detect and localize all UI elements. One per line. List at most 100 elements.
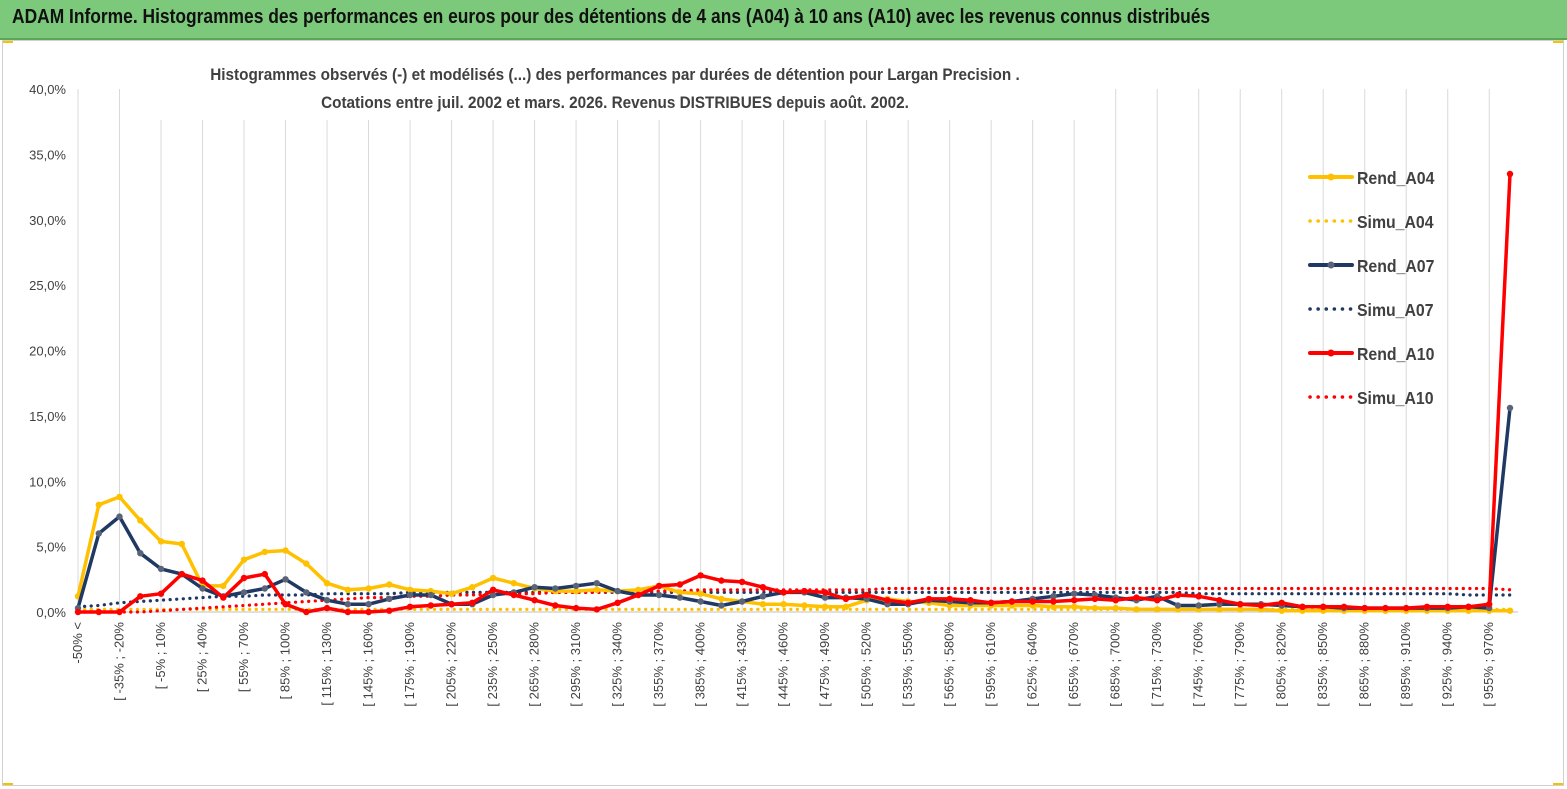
data-point	[1174, 602, 1182, 609]
data-point	[116, 493, 123, 501]
data-point	[157, 590, 165, 597]
data-point	[1112, 597, 1119, 604]
data-point	[406, 586, 414, 593]
data-point	[1071, 603, 1078, 610]
data-point	[780, 601, 787, 608]
x-tick-label: [ 385% ; 400%	[693, 622, 708, 707]
legend-label: Rend_A04	[1357, 168, 1435, 188]
data-point	[116, 513, 123, 520]
data-point	[676, 581, 684, 588]
data-point	[842, 595, 850, 603]
data-point	[178, 570, 185, 578]
data-point	[448, 590, 455, 597]
x-tick-label: [ -5% ; 10%	[153, 622, 168, 690]
y-tick-label: 35,0%	[29, 147, 66, 162]
data-point	[137, 593, 144, 600]
data-point	[1154, 597, 1161, 604]
x-tick-label: [ 205% ; 220%	[444, 622, 459, 707]
data-point	[1257, 602, 1265, 609]
data-point	[572, 582, 580, 590]
data-point	[95, 501, 103, 508]
chart-subtitle: Cotations entre juil. 2002 et mars. 2026…	[321, 93, 909, 112]
data-point	[386, 581, 393, 588]
data-point	[801, 587, 808, 595]
x-tick-label: [ 625% ; 640%	[1025, 622, 1040, 707]
data-point	[365, 608, 372, 616]
data-point	[1008, 598, 1016, 605]
frame-corner-mark	[3, 783, 13, 785]
data-point	[261, 585, 268, 592]
data-point	[967, 597, 974, 604]
data-point	[1465, 603, 1472, 610]
data-point	[510, 591, 517, 599]
x-tick-label: -50% <	[70, 622, 85, 664]
x-tick-label: [ -35% ; -20%	[112, 622, 127, 701]
data-point	[1237, 601, 1244, 608]
data-point	[1029, 598, 1036, 605]
data-point	[697, 598, 704, 605]
legend-label: Rend_A10	[1357, 344, 1434, 364]
y-tick-label: 10,0%	[29, 474, 66, 489]
data-point	[1506, 404, 1514, 412]
x-tick-label: [ 565% ; 580%	[942, 622, 957, 707]
data-point	[240, 574, 248, 582]
x-tick-label: [ 175% ; 190%	[402, 622, 417, 707]
data-point	[178, 540, 185, 548]
data-point	[821, 603, 829, 610]
report-banner: ADAM Informe. Histogrammes des performan…	[0, 0, 1567, 40]
x-tick-label: [ 655% ; 670%	[1066, 622, 1081, 707]
data-point	[1361, 604, 1368, 612]
y-tick-label: 20,0%	[29, 344, 66, 359]
data-point	[1195, 602, 1202, 609]
data-point	[303, 560, 310, 567]
series-line-simu-a07	[76, 590, 1512, 609]
series-line-rend-a04	[76, 495, 1512, 613]
data-point	[1071, 590, 1078, 597]
data-point	[780, 589, 787, 596]
data-point	[1216, 597, 1223, 604]
data-point	[199, 585, 206, 592]
data-point	[697, 572, 704, 579]
data-point	[137, 550, 144, 557]
x-tick-label: [ 325% ; 340%	[610, 622, 625, 707]
data-point	[988, 599, 995, 606]
data-point	[303, 589, 310, 596]
data-point	[1237, 606, 1244, 613]
x-tick-label: [ 55% ; 70%	[236, 622, 251, 693]
x-tick-label: [ 835% ; 850%	[1315, 622, 1330, 707]
y-tick-label: 30,0%	[29, 213, 66, 228]
data-point	[1320, 603, 1327, 610]
data-point	[635, 586, 642, 593]
data-point	[759, 593, 767, 600]
data-point	[1195, 593, 1202, 600]
data-point	[386, 595, 393, 603]
data-point	[925, 595, 933, 603]
y-tick-label: 25,0%	[29, 278, 66, 293]
data-point	[344, 608, 351, 616]
data-point	[718, 602, 725, 609]
data-point	[1112, 604, 1119, 612]
data-point	[531, 584, 538, 591]
chart-title: Histogrammes observés (-) et modélisés (…	[210, 65, 1019, 84]
x-tick-label: [ 865% ; 880%	[1357, 622, 1372, 707]
x-tick-label: [ 895% ; 910%	[1398, 622, 1413, 707]
data-point	[261, 548, 268, 556]
x-tick-label: [ 145% ; 160%	[361, 622, 376, 707]
data-point	[1216, 606, 1223, 613]
data-point	[759, 601, 767, 608]
data-point	[303, 608, 310, 616]
legend-label: Rend_A07	[1357, 256, 1434, 276]
data-point	[718, 595, 725, 603]
x-tick-label: [ 715% ; 730%	[1149, 622, 1164, 707]
data-point	[157, 565, 165, 573]
data-point	[1382, 604, 1389, 612]
data-point	[635, 591, 642, 599]
data-point	[593, 606, 600, 613]
data-point	[676, 589, 684, 596]
data-point	[614, 587, 621, 595]
data-point	[427, 591, 434, 599]
data-point	[469, 584, 476, 591]
frame-corner-mark	[1553, 783, 1563, 785]
title-background	[150, 56, 1080, 120]
data-point	[1174, 591, 1182, 599]
